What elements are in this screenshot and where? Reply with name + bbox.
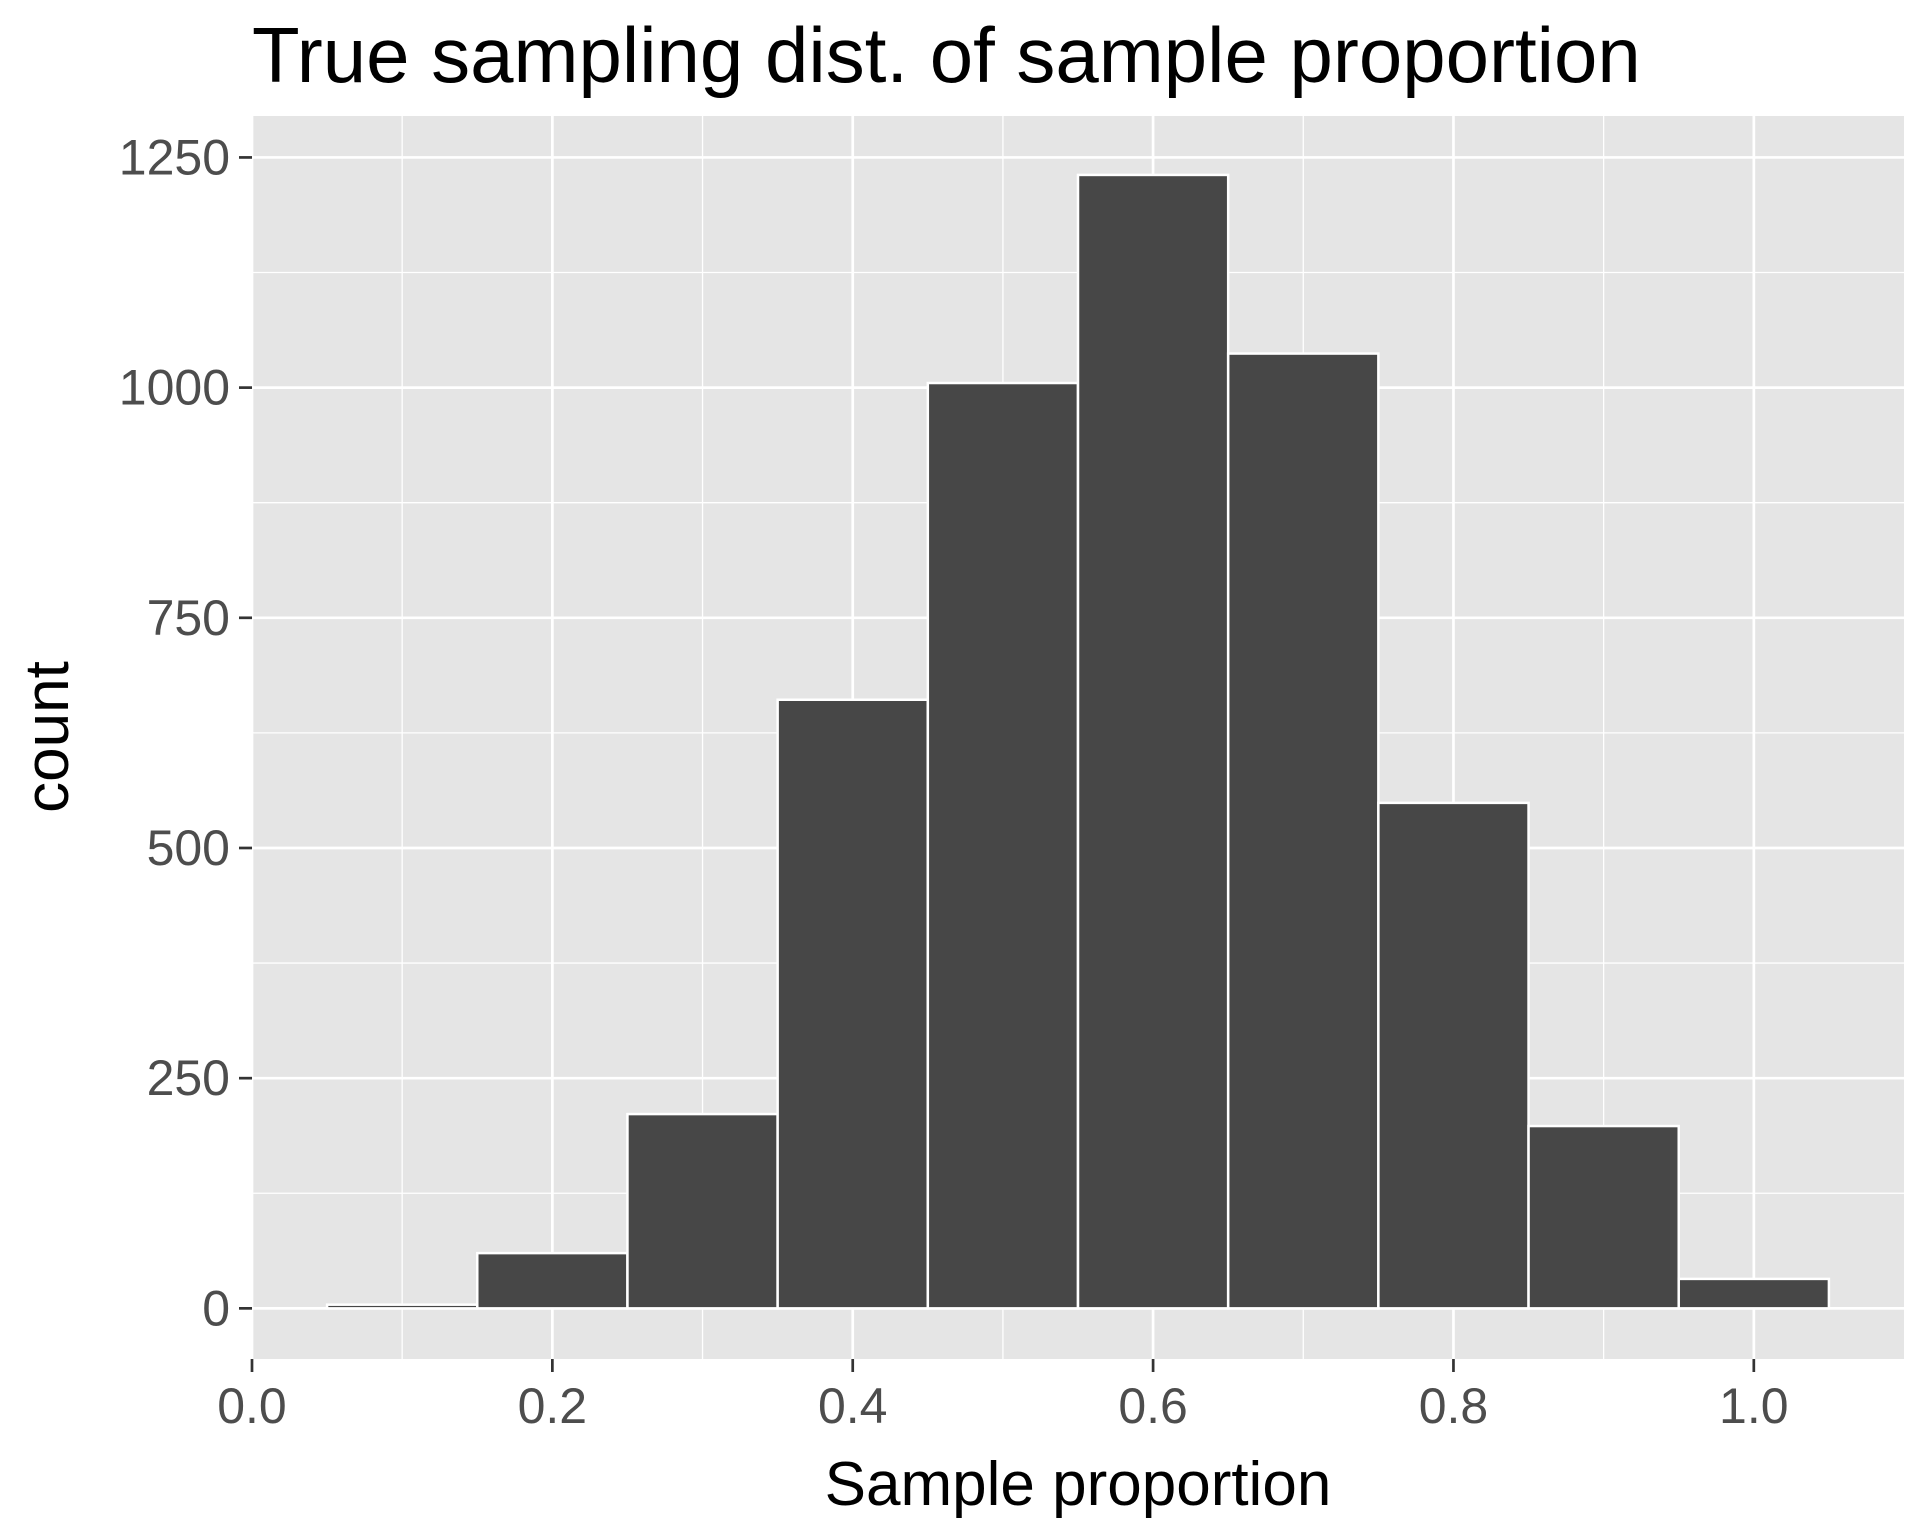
histogram-bar — [1076, 173, 1230, 1310]
y-tick-label: 0 — [202, 1280, 230, 1336]
x-tick-label: 0.2 — [518, 1378, 588, 1434]
x-tick-label: 0.8 — [1419, 1378, 1489, 1434]
histogram-bars — [325, 173, 1831, 1310]
histogram-bar — [776, 698, 930, 1310]
x-tick-label: 0.4 — [818, 1378, 888, 1434]
x-tick-label: 1.0 — [1719, 1378, 1789, 1434]
y-tick-label: 1250 — [119, 129, 230, 185]
histogram-bar — [476, 1251, 629, 1310]
y-axis-title: count — [13, 661, 82, 813]
histogram-bar — [325, 1303, 479, 1310]
x-tick-label: 0.0 — [217, 1378, 287, 1434]
x-axis-title: Sample proportion — [825, 1450, 1332, 1519]
histogram-bar — [926, 381, 1080, 1310]
histogram-bar — [626, 1112, 779, 1310]
histogram-bar — [1527, 1124, 1680, 1310]
y-tick-label: 500 — [147, 820, 230, 876]
y-tick-label: 250 — [147, 1050, 230, 1106]
histogram-bar — [1677, 1277, 1831, 1310]
histogram-bar — [1377, 801, 1530, 1310]
y-tick-label: 750 — [147, 590, 230, 646]
axes: 0.0 0.2 0.4 0.6 0.8 1.0 0 250 500 750 1000 1250 — [119, 129, 1789, 1434]
x-tick-label: 0.6 — [1118, 1378, 1188, 1434]
chart-title: True sampling dist. of sample proportion — [252, 11, 1641, 99]
y-tick-label: 1000 — [119, 360, 230, 416]
histogram-bar — [1226, 352, 1380, 1310]
